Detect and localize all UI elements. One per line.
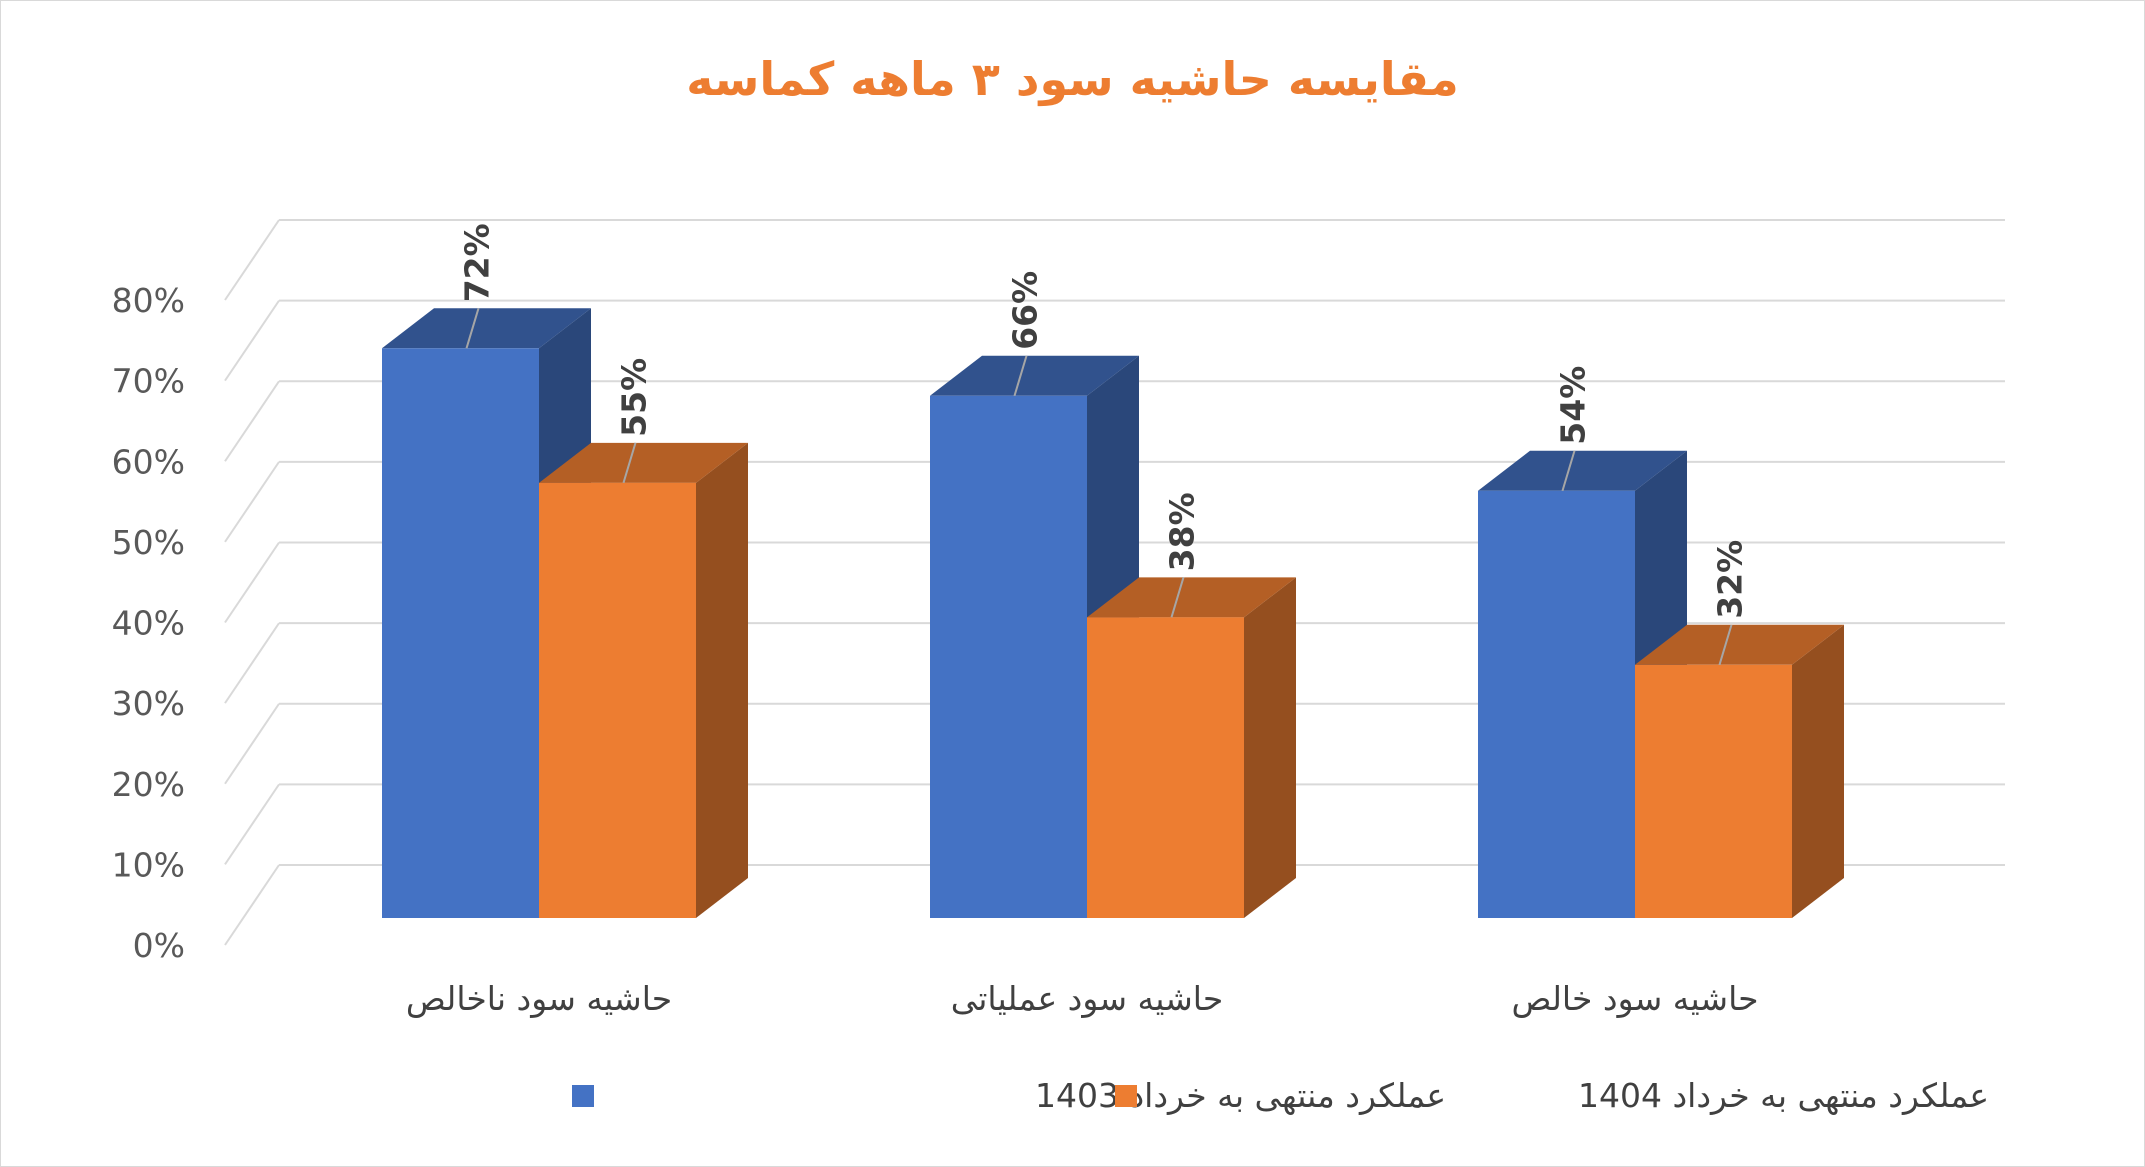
data-label: 72% [458, 223, 497, 302]
legend-entry: عملکرد منتهی به خرداد 1404 [1578, 1076, 1989, 1115]
gridline-diagonal [224, 703, 280, 785]
y-tick-label: 80% [112, 281, 185, 320]
bar-side [1792, 624, 1844, 918]
gridline-diagonal [224, 300, 280, 382]
bar-side [1244, 577, 1296, 918]
bar-top [539, 442, 748, 483]
data-label-leader [622, 442, 637, 484]
data-label-leader [1561, 450, 1576, 492]
bar-top [1478, 450, 1687, 491]
gridline-diagonal [224, 380, 280, 462]
data-label-leader [1013, 355, 1028, 397]
legend-swatch [572, 1085, 594, 1107]
y-tick-label: 50% [112, 523, 185, 562]
gridline-diagonal [224, 461, 280, 543]
x-category-label: حاشیه سود خالص [1511, 979, 1758, 1019]
bar [1635, 664, 1792, 918]
data-label-leader [465, 308, 480, 349]
bar [539, 482, 696, 918]
x-category-label: حاشیه سود ناخالص [406, 979, 672, 1019]
bar [1478, 490, 1635, 918]
bar-top [930, 355, 1139, 396]
bar [1087, 617, 1244, 918]
data-label: 32% [1711, 540, 1750, 619]
bars-layer [382, 308, 1844, 918]
bar [930, 395, 1087, 918]
data-label: 54% [1554, 366, 1593, 445]
x-category-label: حاشیه سود عملیاتی [951, 979, 1224, 1018]
gridline-diagonal [224, 219, 280, 301]
data-label: 55% [615, 358, 654, 437]
gridline-diagonal [224, 783, 280, 865]
y-tick-label: 70% [112, 362, 185, 401]
data-label: 38% [1163, 492, 1202, 571]
gridline-diagonal [224, 622, 280, 704]
data-label-leader [1170, 577, 1185, 618]
y-tick-label: 40% [112, 604, 185, 643]
x-axis-categories: حاشیه سود ناخالص حاشیه سود عملیاتی حاشیه س… [406, 979, 1759, 1019]
legend: عملکرد منتهی به خرداد 1403 عملکرد منتهی ب… [572, 1076, 1989, 1115]
y-tick-label: 10% [112, 845, 185, 884]
chart-title: مقایسه حاشیه سود ۳ ماهه کماسه [686, 52, 1459, 106]
bar-side [696, 442, 748, 918]
gridline-diagonal [224, 541, 280, 624]
bar [382, 348, 539, 918]
legend-swatch [1115, 1085, 1137, 1107]
y-tick-label: 20% [112, 765, 185, 804]
y-tick-label: 0% [133, 926, 185, 965]
data-labels-layer: 72% 55% 66% 38% 54% 32% [458, 223, 1750, 666]
gridline-diagonal [224, 864, 280, 946]
bar-top [382, 308, 591, 349]
y-tick-label: 30% [112, 684, 185, 723]
y-tick-label: 60% [112, 442, 185, 481]
data-label: 66% [1006, 271, 1045, 350]
legend-entry: عملکرد منتهی به خرداد 1403 [1035, 1076, 1446, 1115]
y-axis-ticks: 0% 10% 20% 30% 40% 50% 60% 70% 80% [112, 281, 185, 965]
bar-top [1087, 577, 1296, 618]
bar-top [1635, 624, 1844, 665]
data-label-leader [1718, 624, 1733, 666]
